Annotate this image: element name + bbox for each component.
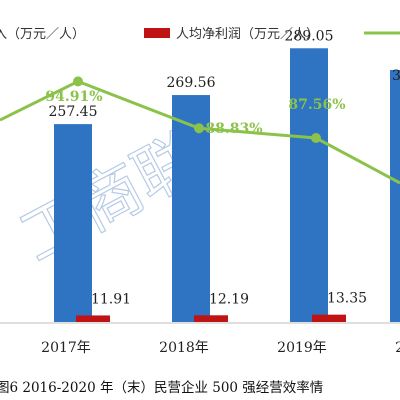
revenue-value-label: 3 <box>392 68 400 84</box>
revenue-value-label: 289.05 <box>285 28 334 44</box>
profit-value-label: 13.35 <box>327 291 367 307</box>
ratio-value-label: 87.56% <box>288 97 345 113</box>
x-tick-label: 2019年 <box>277 340 327 356</box>
x-tick-label: 2017年 <box>41 340 91 356</box>
ratio-point <box>194 123 204 134</box>
ratio-value-label: 88.83% <box>205 121 262 137</box>
profit-bar <box>194 315 228 322</box>
line-layer <box>0 76 400 185</box>
profit-value-label: 12.19 <box>209 291 249 307</box>
revenue-bar <box>290 48 328 322</box>
legend-label-profit: 人均净利润（万元／人） <box>176 27 319 42</box>
figure-caption: 图6 2016-2020 年（末）民营企业 500 强经营效率情 <box>0 379 323 396</box>
legend-label-revenue: 入（万元／人） <box>0 27 85 42</box>
ratio-value-label: 94.91% <box>45 89 102 105</box>
legend: 入（万元／人） 人均净利润（万元／人） <box>0 27 400 42</box>
revenue-value-label: 269.56 <box>167 75 216 91</box>
bars-layer <box>54 48 400 323</box>
labels-layer: 257.45 269.56 289.05 3 11.91 12.19 13.35 94.91%… <box>45 28 400 307</box>
profit-bar <box>76 315 110 322</box>
legend-swatch-profit <box>144 28 170 38</box>
profit-value-label: 11.91 <box>91 291 131 307</box>
revenue-value-label: 257.45 <box>49 104 98 120</box>
revenue-bar-partial <box>390 70 400 322</box>
profit-bar <box>312 314 346 322</box>
ratio-point <box>73 76 83 87</box>
revenue-bar <box>172 95 210 322</box>
revenue-bar <box>54 124 92 323</box>
x-tick-label: 2018年 <box>159 340 209 356</box>
ratio-point <box>311 133 321 143</box>
